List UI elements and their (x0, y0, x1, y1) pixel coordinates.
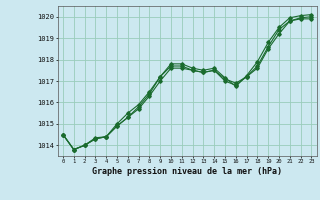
X-axis label: Graphe pression niveau de la mer (hPa): Graphe pression niveau de la mer (hPa) (92, 167, 282, 176)
